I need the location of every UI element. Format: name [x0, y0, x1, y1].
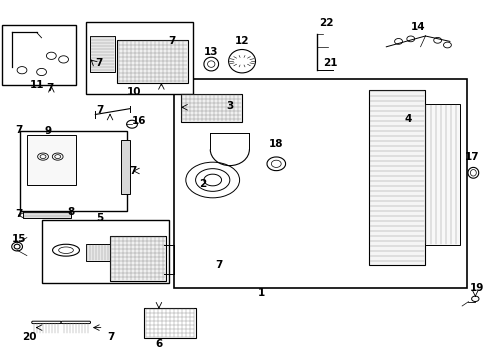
- Text: 7: 7: [129, 166, 137, 176]
- Bar: [117, 40, 188, 83]
- Text: 13: 13: [203, 47, 218, 57]
- Text: 8: 8: [67, 207, 74, 217]
- Bar: [20, 131, 127, 211]
- FancyBboxPatch shape: [61, 321, 90, 324]
- FancyBboxPatch shape: [32, 321, 61, 324]
- Bar: [85, 22, 193, 94]
- Text: 7: 7: [95, 58, 102, 68]
- Bar: [23, 212, 71, 218]
- Text: 7: 7: [215, 260, 222, 270]
- Text: 20: 20: [22, 332, 37, 342]
- Bar: [110, 236, 166, 281]
- Text: 9: 9: [44, 126, 51, 136]
- Text: 21: 21: [322, 58, 337, 68]
- Text: 7: 7: [96, 105, 104, 115]
- Bar: [90, 36, 115, 72]
- Text: 7: 7: [168, 36, 176, 46]
- Text: 14: 14: [410, 22, 425, 32]
- Bar: [181, 94, 242, 122]
- Bar: [121, 140, 129, 194]
- Text: 11: 11: [29, 80, 44, 90]
- Text: 3: 3: [226, 101, 233, 111]
- Bar: [41, 220, 168, 283]
- Text: 7: 7: [107, 332, 115, 342]
- Text: 5: 5: [97, 213, 103, 223]
- Bar: [425, 104, 459, 245]
- Bar: [368, 90, 425, 265]
- Bar: [144, 308, 195, 338]
- Text: 4: 4: [404, 114, 411, 124]
- Text: 7: 7: [46, 83, 54, 93]
- Bar: [27, 135, 76, 185]
- Text: 15: 15: [12, 234, 27, 244]
- Text: 2: 2: [199, 179, 206, 189]
- Bar: [173, 79, 466, 288]
- Text: 18: 18: [268, 139, 283, 149]
- Text: 19: 19: [468, 283, 483, 293]
- Bar: [2, 25, 76, 85]
- Bar: [85, 244, 110, 261]
- Text: 7: 7: [15, 125, 22, 135]
- Text: 10: 10: [127, 87, 142, 97]
- Text: 22: 22: [319, 18, 333, 28]
- Text: 16: 16: [132, 116, 146, 126]
- Text: 6: 6: [155, 339, 162, 349]
- Text: 12: 12: [234, 36, 249, 46]
- Text: 17: 17: [464, 152, 478, 162]
- Text: 1: 1: [258, 288, 264, 298]
- Text: 7: 7: [15, 209, 22, 219]
